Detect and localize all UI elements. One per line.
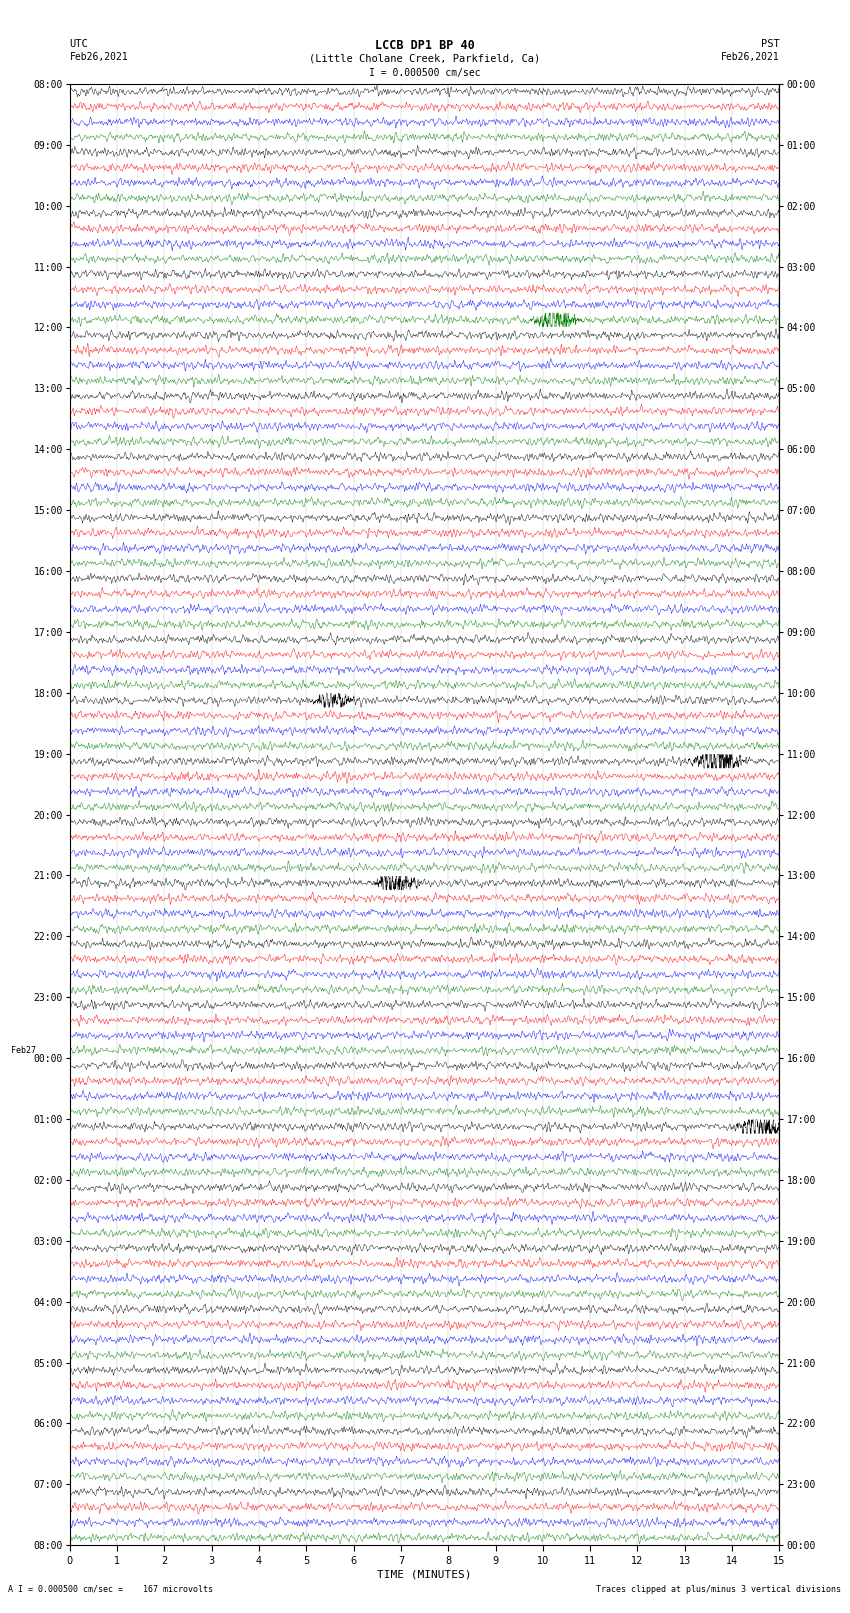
Text: UTC: UTC [70,39,88,48]
X-axis label: TIME (MINUTES): TIME (MINUTES) [377,1569,472,1579]
Text: Feb26,2021: Feb26,2021 [721,52,779,61]
Text: I = 0.000500 cm/sec: I = 0.000500 cm/sec [369,68,481,77]
Text: PST: PST [761,39,779,48]
Text: (Little Cholane Creek, Parkfield, Ca): (Little Cholane Creek, Parkfield, Ca) [309,53,541,63]
Text: Feb26,2021: Feb26,2021 [70,52,128,61]
Text: Traces clipped at plus/minus 3 vertical divisions: Traces clipped at plus/minus 3 vertical … [597,1584,842,1594]
Text: A I = 0.000500 cm/sec =    167 microvolts: A I = 0.000500 cm/sec = 167 microvolts [8,1584,213,1594]
Text: LCCB DP1 BP 40: LCCB DP1 BP 40 [375,39,475,52]
Text: Feb27: Feb27 [11,1045,37,1055]
